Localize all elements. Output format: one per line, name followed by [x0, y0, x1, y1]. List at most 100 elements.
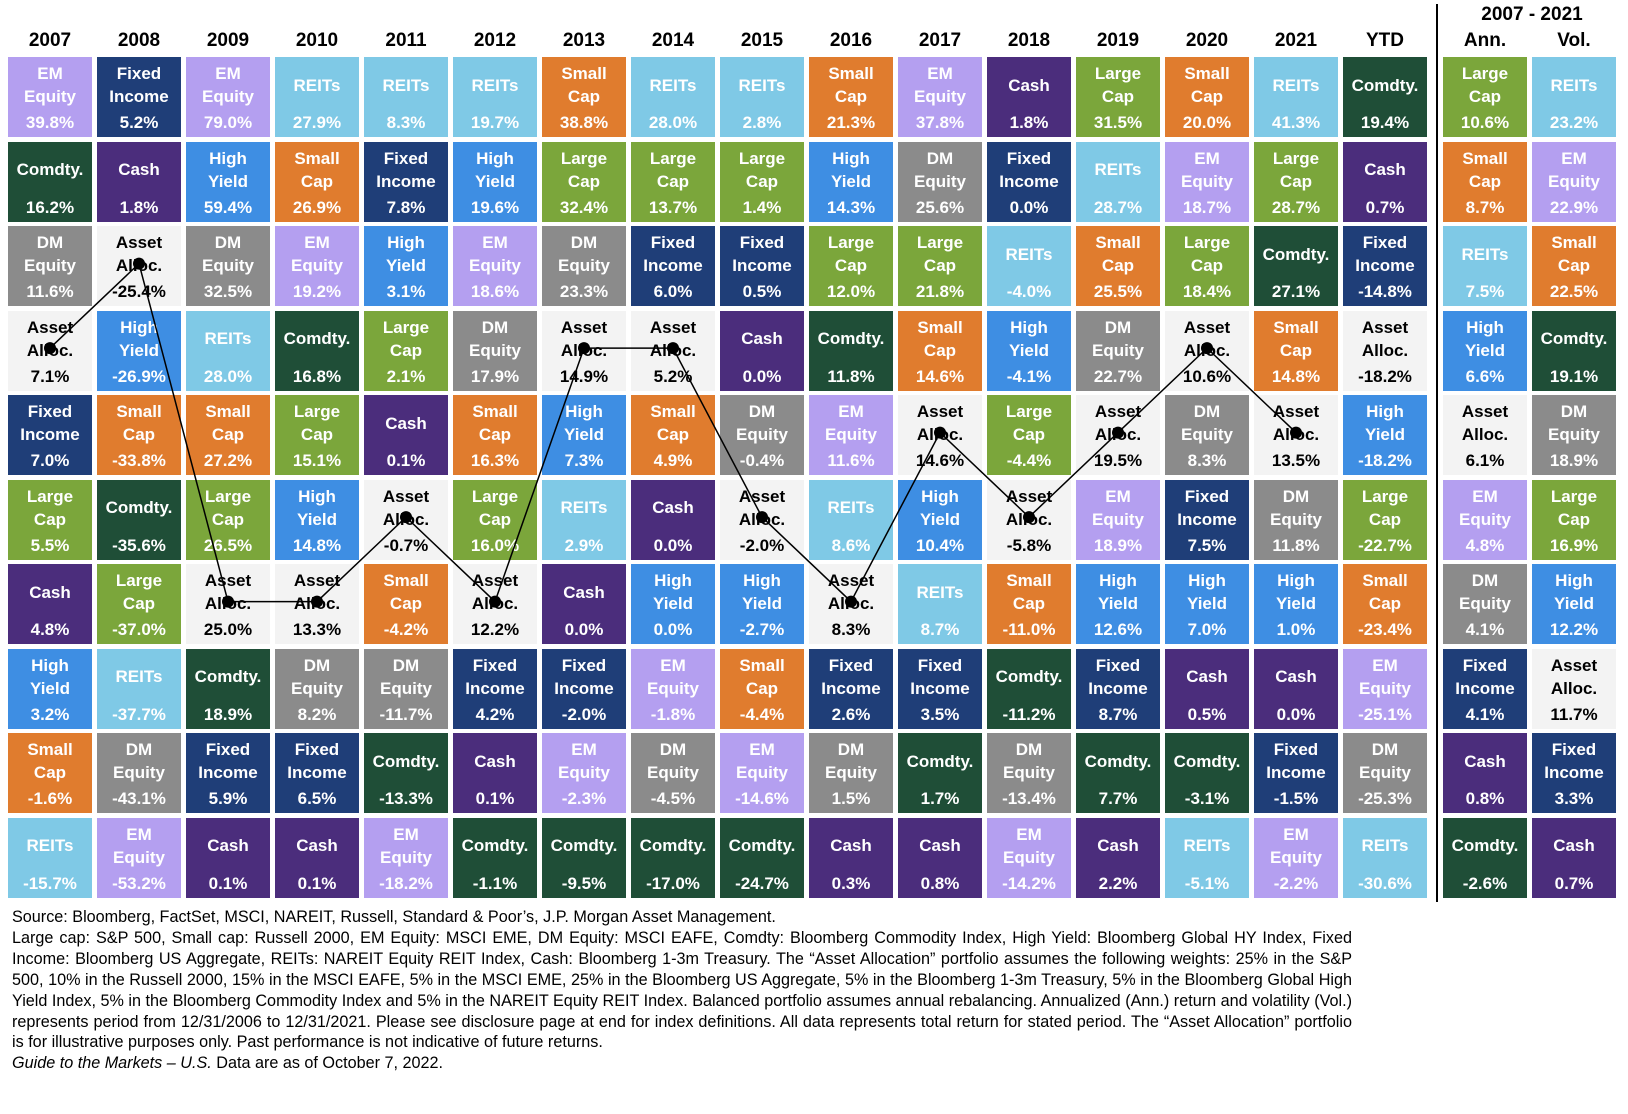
asset-class: EM Equity [1270, 824, 1322, 867]
cell-label-box: High Yield [364, 229, 448, 279]
cell-label-box: Asset Alloc. [1532, 652, 1616, 702]
asset-class: Cash [207, 836, 249, 855]
return-value: 14.8% [292, 535, 342, 555]
cell-label-box: DM Equity [1254, 483, 1338, 533]
return-value: 20.0% [1182, 113, 1232, 132]
return-value: -25.1% [1358, 704, 1412, 724]
column-header: 2015 [740, 30, 784, 51]
return-value: 3.3% [1554, 789, 1594, 808]
asset-class: Cash [118, 160, 160, 179]
cell: REITs 41.3% [1254, 57, 1338, 137]
return-value: 23.2% [1549, 113, 1599, 132]
asset-class: DM Equity [1459, 571, 1511, 613]
return-value: -4.2% [383, 620, 429, 639]
cell: Comdty. -24.7% [720, 817, 804, 898]
return-value: -0.7% [383, 535, 429, 555]
cell-label-box: EM Equity [186, 60, 270, 110]
return-value: -4.4% [1006, 451, 1052, 470]
cell: Small Cap 22.5% [1532, 226, 1616, 306]
asset-class: Small Cap [1273, 317, 1319, 360]
asset-class: DM Equity [380, 655, 432, 698]
cell-label-box: Cash [364, 398, 448, 448]
cell-label-box: Asset Alloc. [987, 483, 1071, 533]
asset-class: Fixed Income [1455, 655, 1515, 698]
cell: Cash 0.5% [1165, 648, 1249, 729]
return-value: 2.6% [831, 704, 871, 724]
asset-class: REITs [649, 75, 697, 95]
return-value: 0.5% [1187, 704, 1227, 724]
return-value: 3.1% [386, 282, 426, 301]
cell: Asset Alloc. 11.7% [1532, 648, 1616, 729]
cell-label-box: Asset Alloc. [97, 229, 181, 279]
asset-class: Fixed Income [1177, 486, 1237, 529]
cell-label-box: Small Cap [364, 567, 448, 617]
asset-class: Small Cap [1362, 571, 1408, 613]
return-value: -18.2% [1358, 451, 1412, 470]
asset-class: High Yield [297, 486, 337, 529]
return-value: 11.8% [827, 366, 875, 386]
cell-label-box: Asset Alloc. [1165, 314, 1249, 364]
return-value: 16.3% [470, 451, 520, 470]
return-value: 27.1% [1271, 282, 1321, 301]
cell: Small Cap -33.8% [97, 395, 181, 475]
cell: Cash 0.3% [809, 817, 893, 898]
cell: REITs 2.8% [720, 57, 804, 137]
cell: Comdty. 19.4% [1343, 57, 1427, 137]
asset-class: Comdty. [906, 751, 974, 771]
return-value: -9.5% [561, 873, 607, 893]
asset-class: Large Cap [649, 148, 697, 191]
cell-label-box: DM Equity [1443, 567, 1527, 617]
return-value: 3.5% [920, 704, 960, 724]
cell: Large Cap 31.5% [1076, 57, 1160, 137]
cell: Asset Alloc. 13.3% [275, 564, 359, 644]
asset-class: REITs [26, 836, 74, 855]
cell-label-box: DM Equity [364, 652, 448, 702]
return-value: 21.3% [826, 113, 876, 132]
cell-label-box: Comdty. [542, 821, 626, 871]
return-value: 22.7% [1093, 366, 1143, 386]
cell: Comdty. 18.9% [186, 648, 270, 729]
return-value: 5.2% [653, 366, 693, 386]
return-value: -4.1% [1006, 366, 1052, 386]
return-value: 19.4% [1360, 113, 1410, 132]
cell: Small Cap 21.3% [809, 57, 893, 137]
cell-label-box: EM Equity [1443, 483, 1527, 533]
cell-label-box: EM Equity [364, 821, 448, 871]
return-value: 7.8% [386, 197, 426, 217]
asset-class: High Yield [920, 486, 960, 529]
cell-label-box: Cash [987, 60, 1071, 110]
return-value: 13.3% [292, 620, 342, 639]
cell: Large Cap 32.4% [542, 141, 626, 222]
return-value: 14.6% [915, 451, 965, 470]
asset-class: EM Equity [914, 64, 966, 106]
asset-class: Fixed Income [910, 655, 970, 698]
asset-class: Cash [1097, 836, 1139, 855]
cell-label-box: Asset Alloc. [275, 567, 359, 617]
cell: Comdty. 1.7% [898, 733, 982, 813]
return-value: -25.4% [112, 282, 166, 301]
asset-class: High Yield [1187, 571, 1227, 613]
cell-label-box: Large Cap [8, 483, 92, 533]
cell: EM Equity 18.7% [1165, 141, 1249, 222]
cell: Large Cap 18.4% [1165, 226, 1249, 306]
asset-class: Asset Alloc. [204, 571, 252, 613]
return-value: -35.6% [112, 535, 166, 555]
return-value: -1.1% [472, 873, 518, 893]
return-value: 4.9% [653, 451, 693, 470]
cell-label-box: REITs [1443, 229, 1527, 279]
asset-class: REITs [1005, 244, 1053, 264]
cell: Asset Alloc. 19.5% [1076, 395, 1160, 475]
cell: Asset Alloc. 14.6% [898, 395, 982, 475]
return-value: 18.9% [1549, 451, 1599, 470]
asset-class: Small Cap [1184, 64, 1230, 106]
asset-class: EM Equity [202, 64, 254, 106]
cell-label-box: REITs [1254, 60, 1338, 110]
asset-class: REITs [560, 498, 608, 517]
cell: REITs -30.6% [1343, 817, 1427, 898]
cell: Large Cap 13.7% [631, 141, 715, 222]
cell: Fixed Income 4.2% [453, 648, 537, 729]
cell: Asset Alloc. 7.1% [8, 310, 92, 391]
asset-class: Large Cap [115, 571, 163, 613]
period-title: 2007 - 2021 [1481, 4, 1583, 25]
